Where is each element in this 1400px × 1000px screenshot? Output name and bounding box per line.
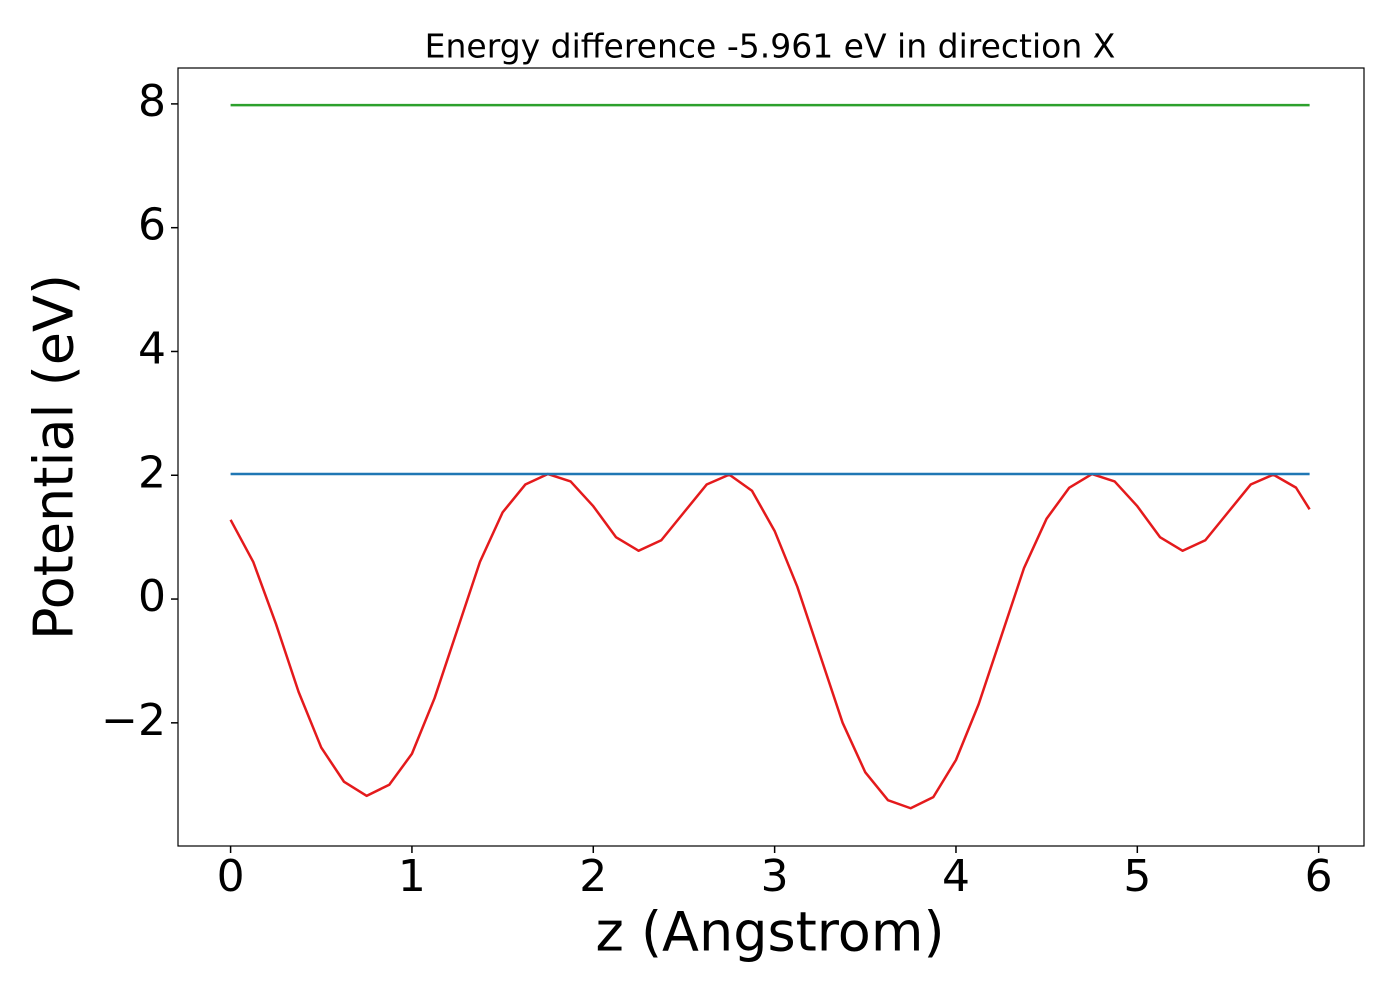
x-tick-label: 0 [217, 851, 245, 902]
x-tick-label: 1 [398, 851, 426, 902]
y-tick-label: 2 [138, 447, 166, 498]
x-tick-label: 4 [942, 851, 970, 902]
x-tick-label: 5 [1123, 851, 1151, 902]
chart-title: Energy difference -5.961 eV in direction… [425, 27, 1116, 66]
y-tick-label: 6 [138, 200, 166, 251]
series-line [229, 472, 1311, 810]
x-tick-label: 6 [1305, 851, 1333, 902]
y-tick-label: 4 [138, 323, 166, 374]
y-tick-label: 8 [138, 76, 166, 127]
x-tick-label: 3 [761, 851, 789, 902]
y-tick-label: 0 [138, 571, 166, 622]
x-tick-label: 2 [579, 851, 607, 902]
y-tick-label: −2 [101, 695, 166, 746]
plot-frame [177, 67, 1365, 847]
x-axis-label: z (Angstrom) [595, 901, 944, 964]
y-axis-label: Potential (eV) [23, 274, 86, 640]
